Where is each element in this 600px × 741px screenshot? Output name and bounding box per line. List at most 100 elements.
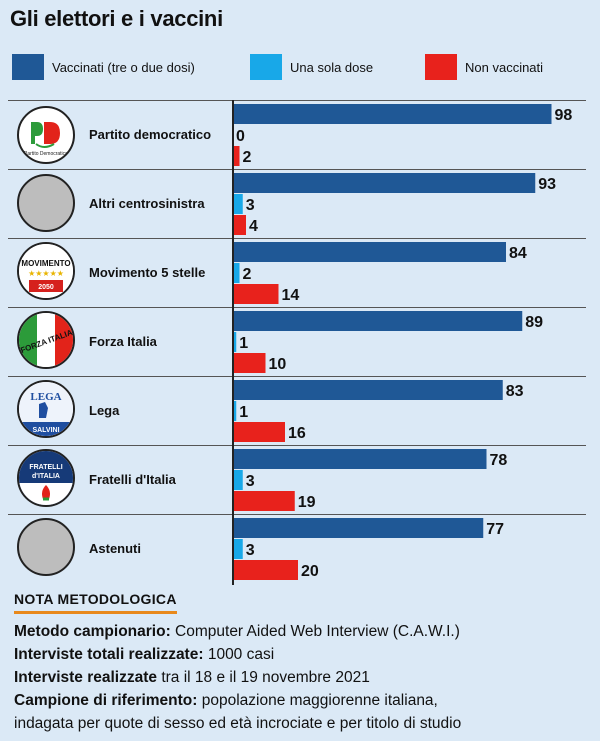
bar-vaccinati <box>233 518 484 538</box>
bar-una-dose <box>233 539 243 559</box>
bar-non-vaccinati <box>233 284 279 304</box>
bar-value-label: 20 <box>301 563 319 580</box>
m5s-logo-year: 2050 <box>38 284 54 291</box>
bar-vaccinati <box>233 311 523 331</box>
pd-logo-caption: Partito Democratico <box>24 151 68 157</box>
fdi-logo: FRATELLI d'ITALIA <box>17 449 75 507</box>
bar-value-label: 78 <box>490 452 508 469</box>
category-label: Altri centrosinistra <box>89 196 205 211</box>
category-label: Lega <box>89 403 120 418</box>
bar-value-label: 98 <box>555 107 573 124</box>
legend-item-vaccinati: Vaccinati (tre o due dosi) <box>12 54 195 80</box>
bar-vaccinati <box>233 380 503 400</box>
category-label: Partito democratico <box>89 127 212 142</box>
legend-item-non-vaccinati: Non vaccinati <box>425 54 543 80</box>
methodology-line: indagata per quote di sesso ed età incro… <box>14 715 461 733</box>
row-divider <box>8 100 586 101</box>
methodology-line-text: indagata per quote di sesso ed età incro… <box>14 715 462 732</box>
forza-italia-logo: FORZA ITALIA <box>17 311 75 369</box>
bar-non-vaccinati <box>233 422 285 442</box>
methodology-line-text: 1000 casi <box>203 646 275 663</box>
bars-plot: 98 0 2 93 3 4 84 2 14 89 1 10 83 1 16 78 3 19 77 3 20 <box>233 104 573 580</box>
methodology-line-label: Interviste totali realizzate: <box>14 646 204 663</box>
chart-title: Gli elettori e i vaccini <box>10 6 223 31</box>
methodology-line-text: tra il 18 e il 19 novembre 2021 <box>157 669 370 686</box>
methodology-line: Interviste totali realizzate: 1000 casi <box>14 646 274 664</box>
chart-area: Partito Democratico Partito democratico … <box>0 100 600 585</box>
lega-logo: LEGA SALVINI <box>17 380 75 438</box>
placeholder-logo <box>17 174 75 232</box>
bar-value-label: 3 <box>246 542 255 559</box>
m5s-logo-text: MOVIMENTO <box>21 259 70 268</box>
bar-value-label: 14 <box>282 287 300 304</box>
row-divider <box>8 169 586 170</box>
bar-value-label: 10 <box>269 356 287 373</box>
legend-label-non-vaccinati: Non vaccinati <box>465 59 544 75</box>
methodology-line: Campione di riferimento: popolazione mag… <box>14 692 438 710</box>
legend-label-vaccinati: Vaccinati (tre o due dosi) <box>52 59 195 75</box>
bar-una-dose <box>233 263 240 283</box>
bar-value-label: 0 <box>236 128 245 145</box>
bar-value-label: 77 <box>486 521 504 538</box>
bar-value-label: 2 <box>243 266 252 283</box>
row-divider <box>8 238 586 239</box>
bar-una-dose <box>233 194 243 214</box>
axis-line <box>232 100 234 585</box>
bar-una-dose <box>233 401 237 421</box>
methodology-line-text: popolazione maggiorenne italiana, <box>197 692 438 709</box>
row-divider <box>8 514 586 515</box>
methodology-heading: NOTA METODOLOGICA <box>14 591 177 614</box>
fdi-logo-top: FRATELLI <box>29 464 62 471</box>
category-label: Forza Italia <box>89 334 157 349</box>
legend-swatch-vaccinati <box>12 54 44 80</box>
row-divider <box>8 445 586 446</box>
category-label: Movimento 5 stelle <box>89 265 206 280</box>
bar-value-label: 4 <box>249 218 258 235</box>
lega-logo-text: LEGA <box>30 391 61 403</box>
bar-value-label: 19 <box>298 494 316 511</box>
methodology-line: Metodo campionario: Computer Aided Web I… <box>14 623 460 641</box>
legend-item-una-dose: Una sola dose <box>250 54 373 80</box>
bar-value-label: 84 <box>509 245 527 262</box>
legend-label-una-dose: Una sola dose <box>290 59 374 75</box>
row-divider <box>8 307 586 308</box>
legend: Vaccinati (tre o due dosi) Una sola dose… <box>0 54 600 84</box>
fdi-logo-bottom: d'ITALIA <box>32 473 60 480</box>
lega-logo-sub: SALVINI <box>32 427 59 434</box>
bar-value-label: 3 <box>246 197 255 214</box>
bar-non-vaccinati <box>233 560 298 580</box>
methodology-line-label: Interviste realizzate <box>14 669 158 686</box>
methodology-line: Interviste realizzate tra il 18 e il 19 … <box>14 669 370 687</box>
placeholder-logo <box>17 518 75 576</box>
category-label: Fratelli d'Italia <box>89 472 176 487</box>
m5s-logo-stars: ★★★★★ <box>28 269 64 278</box>
row-divider <box>8 376 586 377</box>
bar-value-label: 93 <box>538 176 556 193</box>
bar-vaccinati <box>233 173 536 193</box>
pd-logo: Partito Democratico <box>17 106 75 164</box>
bar-non-vaccinati <box>233 146 240 166</box>
methodology-line-label: Metodo campionario: <box>14 623 171 640</box>
bar-vaccinati <box>233 242 506 262</box>
bar-non-vaccinati <box>233 491 295 511</box>
methodology-line-text: Computer Aided Web Interview (C.A.W.I.) <box>170 623 460 640</box>
bar-non-vaccinati <box>233 353 266 373</box>
legend-swatch-una-dose <box>250 54 282 80</box>
bar-value-label: 3 <box>246 473 255 490</box>
bar-una-dose <box>233 470 243 490</box>
bar-value-label: 89 <box>525 314 543 331</box>
bar-value-label: 16 <box>288 425 306 442</box>
methodology-note: NOTA METODOLOGICA Metodo campionario: Co… <box>8 585 586 741</box>
category-label: Astenuti <box>89 541 141 556</box>
bar-value-label: 1 <box>239 404 248 421</box>
methodology-line-label: Campione di riferimento: <box>14 692 198 709</box>
bar-vaccinati <box>233 449 487 469</box>
legend-swatch-non-vaccinati <box>425 54 457 80</box>
bar-non-vaccinati <box>233 215 246 235</box>
bar-value-label: 83 <box>506 383 524 400</box>
m5s-logo: MOVIMENTO ★★★★★ 2050 <box>17 242 75 300</box>
bar-value-label: 2 <box>243 149 252 166</box>
bar-value-label: 1 <box>239 335 248 352</box>
bar-vaccinati <box>233 104 552 124</box>
bar-una-dose <box>233 332 237 352</box>
